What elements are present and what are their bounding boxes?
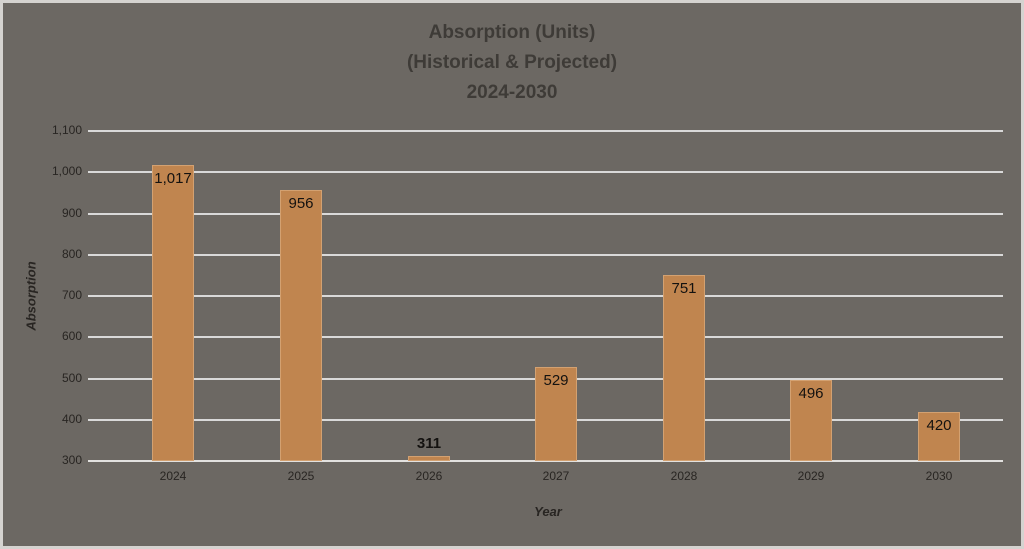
- bar-2025: [280, 190, 322, 461]
- y-tick-label: 500: [61, 370, 82, 385]
- value-label-2028: 751: [671, 279, 697, 297]
- gridline: [88, 130, 1003, 132]
- y-tick-label: 600: [61, 329, 82, 344]
- value-label-2030: 420: [926, 416, 952, 434]
- chart-title-line-3: 2024-2030: [466, 82, 558, 103]
- chart-title-line-1: Absorption (Units): [428, 22, 596, 43]
- y-tick-label: 400: [61, 411, 82, 426]
- bar-2028: [663, 274, 705, 461]
- x-tick-label-2029: 2029: [797, 469, 825, 483]
- gridline: [88, 212, 1003, 215]
- value-label-2025: 956: [288, 195, 314, 213]
- value-label-2029: 496: [798, 385, 824, 403]
- gridline: [88, 336, 1003, 339]
- y-tick-label: 1,100: [51, 123, 82, 137]
- bar-2027: [535, 366, 577, 461]
- plot-area: 1,017 956 311 529 751 496 420: [88, 130, 1003, 462]
- y-tick-label: 800: [61, 246, 82, 261]
- x-axis-line: [88, 460, 1003, 462]
- value-label-2027: 529: [543, 371, 569, 389]
- y-tick-label: 900: [61, 205, 82, 220]
- value-label-2024: 1,017: [154, 170, 192, 188]
- x-tick-label-2030: 2030: [925, 469, 953, 483]
- y-tick-label: 1,000: [51, 164, 82, 179]
- bar-2029: [790, 380, 832, 461]
- gridline: [88, 253, 1003, 256]
- x-tick-label-2028: 2028: [670, 469, 698, 483]
- gridline: [88, 171, 1003, 174]
- y-tick-label: 300: [61, 453, 82, 467]
- bar-2026: [408, 456, 450, 461]
- chart-title-line-2: (Historical & Projected): [406, 52, 618, 73]
- x-tick-label-2027: 2027: [542, 469, 570, 483]
- bar-2030: [918, 411, 960, 461]
- x-tick-label-2025: 2025: [287, 469, 315, 483]
- x-tick-label-2024: 2024: [159, 469, 187, 483]
- chart-title: Absorption (Units) (Historical & Project…: [0, 18, 1024, 108]
- gridline: [88, 295, 1003, 297]
- bar-2024: [152, 165, 194, 461]
- y-tick-label: 700: [61, 288, 82, 302]
- x-axis-title: Year: [534, 504, 562, 519]
- x-tick-label-2026: 2026: [415, 469, 443, 483]
- value-label-2026: 311: [416, 435, 442, 453]
